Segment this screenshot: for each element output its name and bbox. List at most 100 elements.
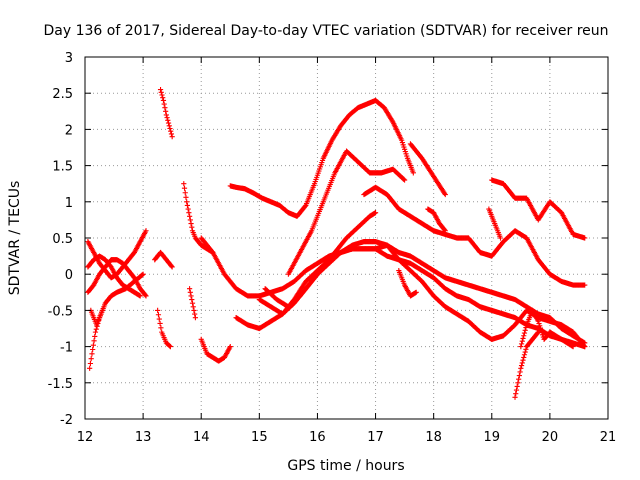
y-tick-label: 3: [65, 51, 73, 66]
data-point: [169, 134, 175, 140]
y-tick-label: 2: [65, 123, 73, 138]
data-point: [517, 369, 523, 375]
data-point: [497, 235, 504, 241]
data-point: [163, 112, 169, 118]
series-sat-v: [489, 177, 588, 241]
y-tick-label: -1.5: [48, 377, 73, 392]
data-point: [185, 206, 191, 212]
data-point: [513, 391, 519, 397]
chart-title: Day 136 of 2017, Sidereal Day-to-day VTE…: [43, 23, 608, 39]
data-point: [158, 89, 164, 95]
y-tick-label: 2.5: [52, 87, 73, 102]
data-point: [92, 329, 99, 335]
data-point: [99, 307, 106, 313]
data-point: [139, 272, 145, 278]
data-point: [137, 293, 143, 299]
data-point: [87, 360, 94, 367]
x-tick-label: 14: [193, 430, 210, 445]
data-point: [519, 360, 525, 366]
data-point: [410, 170, 416, 176]
series-sat-k: [198, 336, 233, 364]
data-point: [90, 342, 96, 348]
x-tick-label: 19: [484, 430, 501, 445]
data-point: [534, 330, 541, 336]
data-point: [442, 228, 448, 234]
data-point: [183, 194, 189, 200]
data-point: [189, 224, 195, 230]
series-sat-n: [233, 239, 588, 350]
series-sat-i: [181, 181, 216, 256]
data-point: [372, 210, 379, 216]
data-point: [521, 354, 527, 361]
data-point: [169, 264, 175, 270]
data-point: [189, 300, 196, 306]
data-point: [167, 343, 173, 349]
data-point: [159, 92, 165, 98]
x-tick-label: 20: [542, 430, 559, 445]
data-point: [523, 346, 529, 352]
data-point: [140, 271, 146, 277]
data-point: [190, 304, 196, 310]
data-point: [522, 327, 528, 333]
series-sat-w: [486, 206, 504, 241]
x-tick-label: 17: [367, 430, 384, 445]
data-point: [184, 202, 191, 209]
y-tick-label: 0: [65, 268, 73, 283]
data-point: [182, 190, 188, 196]
series-sat-f: [155, 307, 174, 350]
series-sat-r: [361, 184, 588, 288]
y-tick-label: 1.5: [52, 160, 73, 175]
x-tick-label: 15: [251, 430, 268, 445]
data-point: [161, 101, 167, 107]
data-points: [85, 86, 588, 400]
data-point: [90, 346, 96, 353]
data-point: [181, 181, 187, 187]
data-point: [521, 330, 528, 336]
data-point: [582, 340, 588, 346]
data-point: [520, 357, 526, 363]
data-point: [523, 324, 529, 331]
data-point: [157, 86, 164, 93]
y-tick-label: 1: [65, 196, 73, 211]
data-point: [168, 263, 175, 269]
data-point: [87, 365, 93, 371]
x-axis-label: GPS time / hours: [287, 458, 404, 474]
data-point: [518, 363, 525, 369]
series-sat-y: [518, 307, 576, 350]
y-tick-label: 0.5: [52, 232, 73, 247]
data-point: [192, 315, 199, 321]
y-tick-label: -2: [60, 413, 73, 428]
series-sat-x: [512, 329, 541, 400]
y-axis-label: SDTVAR / TECUs: [7, 181, 23, 296]
data-point: [570, 344, 576, 350]
axis-ticks: 12 13 14 15 16 17 18 19 20 21 -2 -1.5 -1 -0.5 0 0.5 1 1.5…: [48, 51, 617, 445]
data-point: [188, 220, 194, 227]
data-point: [187, 217, 193, 223]
data-point: [155, 307, 161, 313]
data-point: [158, 325, 164, 331]
data-point: [515, 380, 521, 386]
data-point: [157, 320, 163, 327]
data-point: [191, 307, 197, 313]
data-point: [189, 296, 195, 303]
data-point: [513, 387, 520, 393]
data-point: [518, 344, 524, 350]
data-point: [184, 199, 190, 205]
data-point: [521, 352, 528, 358]
x-tick-label: 18: [425, 430, 442, 445]
data-point: [522, 349, 528, 355]
data-point: [167, 344, 174, 350]
data-point: [160, 95, 166, 101]
series-sat-p: [262, 210, 379, 310]
data-point: [92, 333, 98, 340]
series-sat-q: [285, 148, 408, 277]
data-point: [520, 335, 526, 342]
series-sat-h: [157, 86, 175, 140]
data-point: [143, 228, 149, 234]
data-point: [164, 115, 170, 121]
data-point: [413, 289, 419, 295]
y-tick-label: -0.5: [48, 304, 73, 319]
x-tick-label: 12: [77, 430, 94, 445]
series-sat-e: [88, 307, 106, 328]
data-point: [168, 131, 175, 137]
